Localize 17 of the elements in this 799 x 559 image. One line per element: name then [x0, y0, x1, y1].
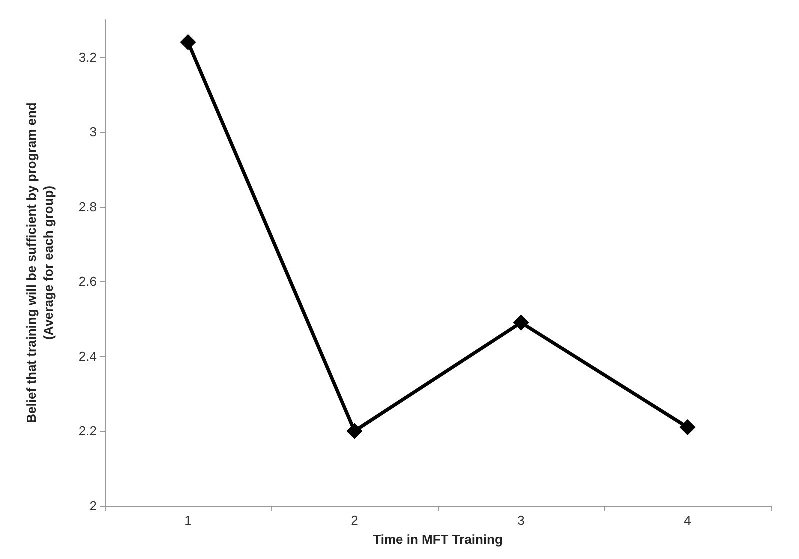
- y-tick-label: 3: [90, 124, 97, 140]
- point: [680, 419, 696, 436]
- point: [180, 34, 196, 50]
- y-tick-label: 2.4: [78, 348, 97, 364]
- x-tick-label: 4: [684, 513, 692, 528]
- y-tick-label: 2.2: [78, 424, 97, 439]
- y-axis-title: Belief that training will be sufficient by program end (Average for each group): [24, 102, 56, 424]
- point: [513, 314, 530, 331]
- x-tick-label: 2: [351, 513, 358, 528]
- x-axis-title: Time in MFT Training: [373, 532, 503, 547]
- x-tick-label: 3: [518, 513, 525, 528]
- y-tick-label: 3.2: [78, 50, 97, 65]
- y-tick-label: 2.6: [78, 274, 97, 290]
- y-tick-label: 2: [90, 498, 97, 514]
- point: [346, 423, 363, 440]
- y-tick-label: 2.8: [78, 199, 97, 214]
- x-tick-label: 1: [184, 513, 192, 528]
